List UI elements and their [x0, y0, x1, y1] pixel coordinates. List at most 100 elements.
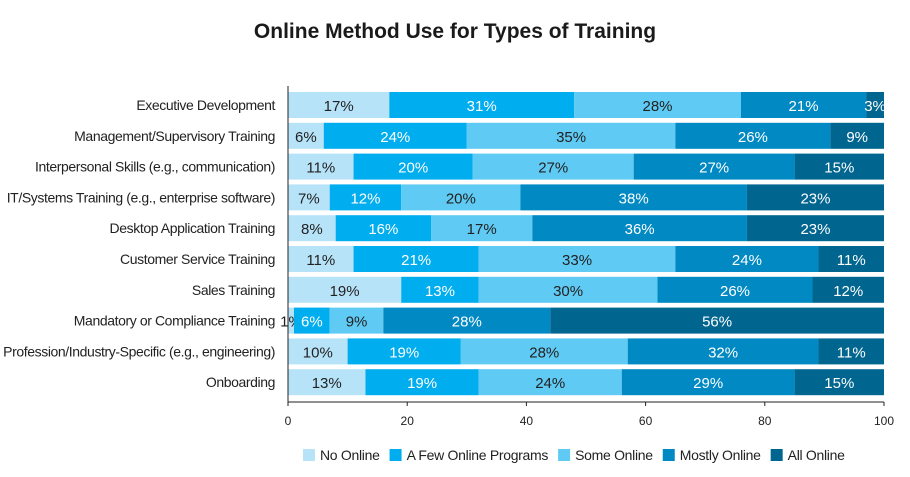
- data-label: 7%: [298, 190, 320, 207]
- legend-label: A Few Online Programs: [407, 447, 549, 463]
- data-label: 9%: [846, 129, 868, 146]
- data-label: 6%: [295, 129, 317, 146]
- data-label: 17%: [467, 221, 497, 238]
- bar-segment: [746, 184, 884, 211]
- legend-label: Mostly Online: [680, 447, 761, 463]
- category-label: Management/Supervisory Training: [74, 128, 275, 144]
- data-label: 11%: [306, 252, 335, 269]
- bar-segment: [621, 369, 795, 396]
- bar-segment: [550, 307, 884, 334]
- bar-segment: [347, 338, 461, 365]
- x-tick-label: 80: [758, 414, 772, 428]
- data-label: 30%: [553, 283, 583, 300]
- bar-segment: [675, 122, 831, 149]
- data-label: 24%: [732, 252, 762, 269]
- data-label: 6%: [301, 314, 323, 331]
- bar-segment: [794, 153, 884, 180]
- bar-segment: [293, 307, 330, 334]
- data-label: 56%: [702, 314, 732, 331]
- bar-segment: [353, 153, 473, 180]
- x-tick-label: 0: [285, 414, 292, 428]
- bar-segment: [401, 276, 479, 303]
- x-tick-label: 60: [639, 414, 653, 428]
- category-label: Sales Training: [192, 282, 275, 298]
- data-label: 23%: [800, 221, 830, 238]
- x-tick-label: 20: [401, 414, 415, 428]
- bar-segment: [818, 246, 884, 272]
- data-label: 8%: [301, 221, 323, 238]
- data-label: 11%: [837, 344, 866, 361]
- data-label: 3%: [864, 98, 886, 115]
- legend-label: All Online: [788, 447, 845, 463]
- data-label: 35%: [556, 129, 586, 146]
- bar-segment: [574, 92, 741, 118]
- data-label: 13%: [312, 375, 342, 392]
- bar-segment: [288, 246, 354, 272]
- data-label: 29%: [693, 375, 723, 392]
- data-label: 12%: [833, 283, 863, 300]
- bar-segment: [288, 92, 390, 118]
- bar-segment: [288, 276, 402, 303]
- bar-segment: [353, 246, 479, 272]
- bar-segment: [288, 122, 324, 149]
- data-label: 21%: [789, 98, 819, 115]
- legend-swatch: [662, 449, 675, 461]
- bar-segment: [740, 92, 867, 118]
- category-label: Mandatory or Compliance Training: [74, 313, 275, 329]
- legend-swatch: [303, 449, 315, 461]
- category-label: Executive Development: [136, 97, 275, 113]
- data-label: 26%: [720, 283, 750, 300]
- data-label: 16%: [368, 221, 398, 238]
- category-label: Profession/Industry-Specific (e.g., engi…: [3, 343, 275, 359]
- data-label: 28%: [452, 314, 482, 331]
- data-label: 28%: [643, 98, 673, 115]
- bar-segment: [794, 369, 884, 396]
- x-tick-label: 100: [874, 414, 894, 428]
- bar-segment: [288, 369, 366, 396]
- bar-segment: [288, 307, 294, 334]
- data-label: 15%: [824, 160, 854, 177]
- bar-segment: [478, 276, 658, 303]
- bar-segment: [746, 215, 884, 242]
- data-label: 11%: [306, 160, 335, 177]
- data-label: 17%: [324, 98, 354, 115]
- legend-label: Some Online: [575, 447, 653, 463]
- bar-segment: [818, 338, 884, 365]
- data-label: 24%: [535, 375, 565, 392]
- data-label: 36%: [625, 221, 655, 238]
- bar-segment: [520, 184, 747, 211]
- category-label: Interpersonal Skills (e.g., communicatio…: [35, 159, 275, 175]
- bar-segment: [288, 215, 336, 242]
- data-label: 13%: [425, 283, 455, 300]
- bar-segment: [329, 184, 402, 211]
- data-label: 27%: [538, 160, 568, 177]
- bar-segment: [657, 276, 813, 303]
- bar-segment: [633, 153, 795, 180]
- data-label: 27%: [699, 160, 729, 177]
- bar-segment: [323, 122, 467, 149]
- data-label: 19%: [330, 283, 360, 300]
- bar-segment: [478, 369, 622, 396]
- bar-segment: [431, 215, 533, 242]
- legend-swatch: [770, 449, 783, 461]
- data-label: 32%: [708, 344, 738, 361]
- bar-segment: [288, 184, 330, 211]
- chart-title: Online Method Use for Types of Training: [253, 20, 657, 43]
- bar-segment: [478, 246, 676, 272]
- legend-label: No Online: [320, 447, 380, 463]
- bar-segment: [288, 153, 354, 180]
- data-label: 12%: [350, 190, 380, 207]
- x-tick-label: 40: [520, 414, 534, 428]
- bar-segment: [288, 338, 348, 365]
- data-label: 33%: [562, 252, 592, 269]
- bar-segment: [472, 153, 634, 180]
- bar-segment: [401, 184, 521, 211]
- data-label: 20%: [398, 160, 428, 177]
- data-label: 11%: [837, 252, 866, 269]
- data-label: 28%: [529, 344, 559, 361]
- legend-swatch: [558, 449, 571, 461]
- category-label: Customer Service Training: [120, 251, 275, 267]
- data-label: 21%: [401, 252, 431, 269]
